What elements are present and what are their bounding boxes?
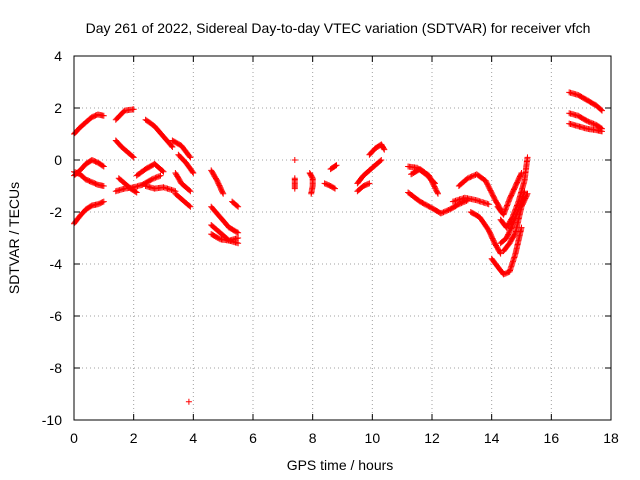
data-point	[160, 168, 167, 175]
data-point	[156, 173, 163, 180]
data-point	[189, 169, 196, 175]
data-point	[185, 398, 192, 405]
data-point	[187, 188, 194, 195]
x-tick-label: 10	[365, 430, 381, 446]
data-point	[599, 107, 605, 114]
y-tick-label: 4	[54, 48, 62, 64]
data-point	[186, 202, 193, 209]
data-point	[190, 170, 197, 176]
data-point	[434, 189, 441, 196]
data-point	[599, 128, 605, 135]
data-point	[219, 189, 226, 196]
x-tick-label: 0	[70, 430, 78, 446]
data-point	[598, 106, 605, 113]
data-point	[469, 173, 476, 179]
data-point	[523, 192, 530, 198]
x-tick-label: 18	[603, 430, 619, 446]
data-point	[464, 175, 471, 182]
data-point	[235, 235, 242, 241]
data-point	[440, 209, 447, 216]
data-point	[435, 190, 441, 197]
data-point	[378, 157, 385, 163]
data-point	[377, 157, 384, 164]
y-tick-label: -10	[42, 412, 62, 428]
data-point	[234, 229, 240, 236]
x-tick-label: 4	[189, 430, 197, 446]
data-point	[234, 202, 241, 209]
data-point	[584, 118, 591, 124]
y-tick-label: -8	[50, 360, 63, 376]
data-point	[187, 154, 194, 161]
data-point	[332, 162, 339, 169]
plot-frame	[73, 55, 612, 421]
data-point	[169, 144, 176, 150]
data-point	[235, 229, 242, 236]
x-tick-label: 16	[544, 430, 560, 446]
x-tick-label: 12	[424, 430, 440, 446]
data-point	[366, 180, 373, 187]
data-point	[524, 154, 531, 161]
y-tick-label: 0	[54, 152, 62, 168]
data-point	[497, 249, 503, 256]
data-point	[129, 153, 136, 160]
y-tick-label: -6	[50, 308, 63, 324]
x-tick-label: 8	[309, 430, 317, 446]
data-point	[330, 184, 337, 191]
data-point	[235, 240, 242, 247]
data-point	[100, 163, 107, 170]
data-point	[130, 154, 137, 161]
data-point	[518, 170, 525, 176]
data-point	[100, 183, 107, 189]
data-point	[458, 200, 465, 207]
data-point	[291, 157, 298, 163]
data-point	[381, 146, 388, 153]
data-point	[151, 175, 158, 182]
axis-ticks: 0 2 4 6 8 10 12 14 16 18 -10 -8 -6 -4 -2 0 2 4	[42, 48, 619, 446]
data-point	[235, 203, 242, 210]
y-tick-label: -2	[50, 204, 63, 220]
data-point	[589, 120, 596, 127]
x-tick-label: 14	[484, 430, 500, 446]
data-point	[168, 143, 175, 149]
data-point	[497, 250, 504, 257]
chart-title: Day 261 of 2022, Sidereal Day-to-day VTE…	[86, 20, 591, 36]
data-point	[308, 190, 315, 197]
data-point	[132, 188, 139, 195]
grid	[74, 56, 611, 420]
data-point	[437, 210, 444, 217]
x-axis-title: GPS time / hours	[287, 457, 394, 473]
y-tick-label: 2	[54, 100, 62, 116]
data-point	[333, 162, 340, 169]
y-axis-title: SDTVAR / TECUs	[6, 182, 22, 294]
data-point	[186, 187, 193, 194]
y-tick-label: -4	[50, 256, 63, 272]
data-point	[380, 145, 387, 152]
data-point	[220, 190, 227, 197]
data-point	[157, 172, 164, 179]
x-tick-label: 2	[130, 430, 138, 446]
data-point	[521, 188, 528, 195]
x-tick-label: 6	[249, 430, 257, 446]
data-point	[99, 162, 106, 169]
data-point	[186, 153, 193, 160]
data-point	[100, 112, 107, 119]
data-point	[133, 189, 140, 196]
data-marks	[71, 89, 605, 405]
data-point	[100, 198, 107, 205]
data-point	[159, 167, 166, 174]
data-point	[187, 203, 194, 210]
data-point	[291, 185, 298, 192]
data-point	[332, 185, 338, 192]
data-point	[524, 190, 531, 197]
data-point	[485, 201, 492, 208]
data-point	[130, 106, 137, 113]
